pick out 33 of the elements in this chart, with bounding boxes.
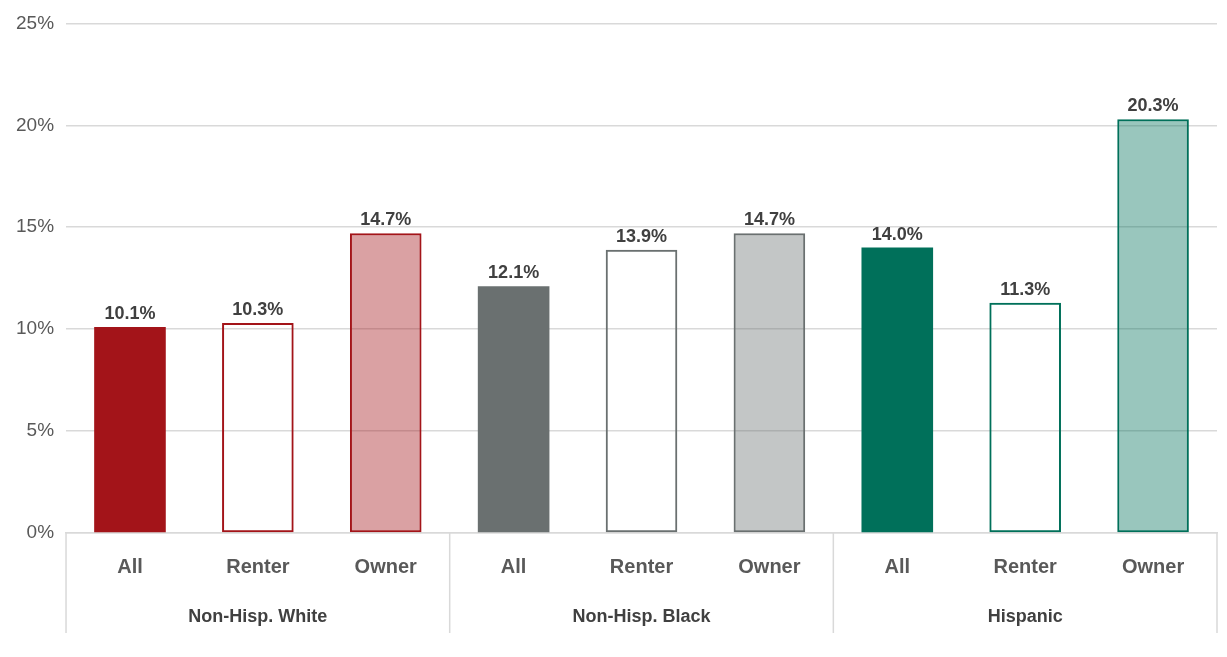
data-label: 11.3% [1000,278,1051,299]
y-tick-label: 5% [26,419,55,441]
bar [349,233,422,533]
bar [1117,119,1189,533]
data-label: 14.0% [871,223,923,244]
y-tick-label: 25% [16,11,55,33]
data-label: 14.7% [360,209,412,230]
x-tick-label: Owner [1121,554,1185,577]
data-label: 12.1% [488,262,540,283]
x-tick-label: Renter [226,554,290,577]
bar [861,247,934,533]
data-label: 10.3% [232,299,284,320]
y-tick-label: 0% [26,521,55,543]
bar [733,233,806,533]
data-label: 10.1% [104,303,156,324]
x-tick-label: All [500,554,527,577]
bar [94,327,166,533]
x-tick-label: All [117,554,143,577]
text: Non-Hisp. Black [572,605,712,626]
text: Non-Hisp. White [188,605,328,626]
text: Hispanic [987,605,1063,626]
y-tick-label: 20% [16,113,55,135]
x-tick-label: Renter [609,554,674,577]
x-tick-label: Owner [738,554,801,577]
y-tick-label: 10% [16,317,55,339]
x-tick-label: Renter [993,554,1058,577]
data-label: 13.9% [615,225,668,246]
x-tick-label: Owner [354,554,418,577]
data-label: 14.7% [743,209,795,230]
x-tick-label: All [884,554,911,577]
data-label: 20.3% [1127,95,1179,116]
y-tick-label: 15% [16,215,55,237]
bar [477,286,550,533]
